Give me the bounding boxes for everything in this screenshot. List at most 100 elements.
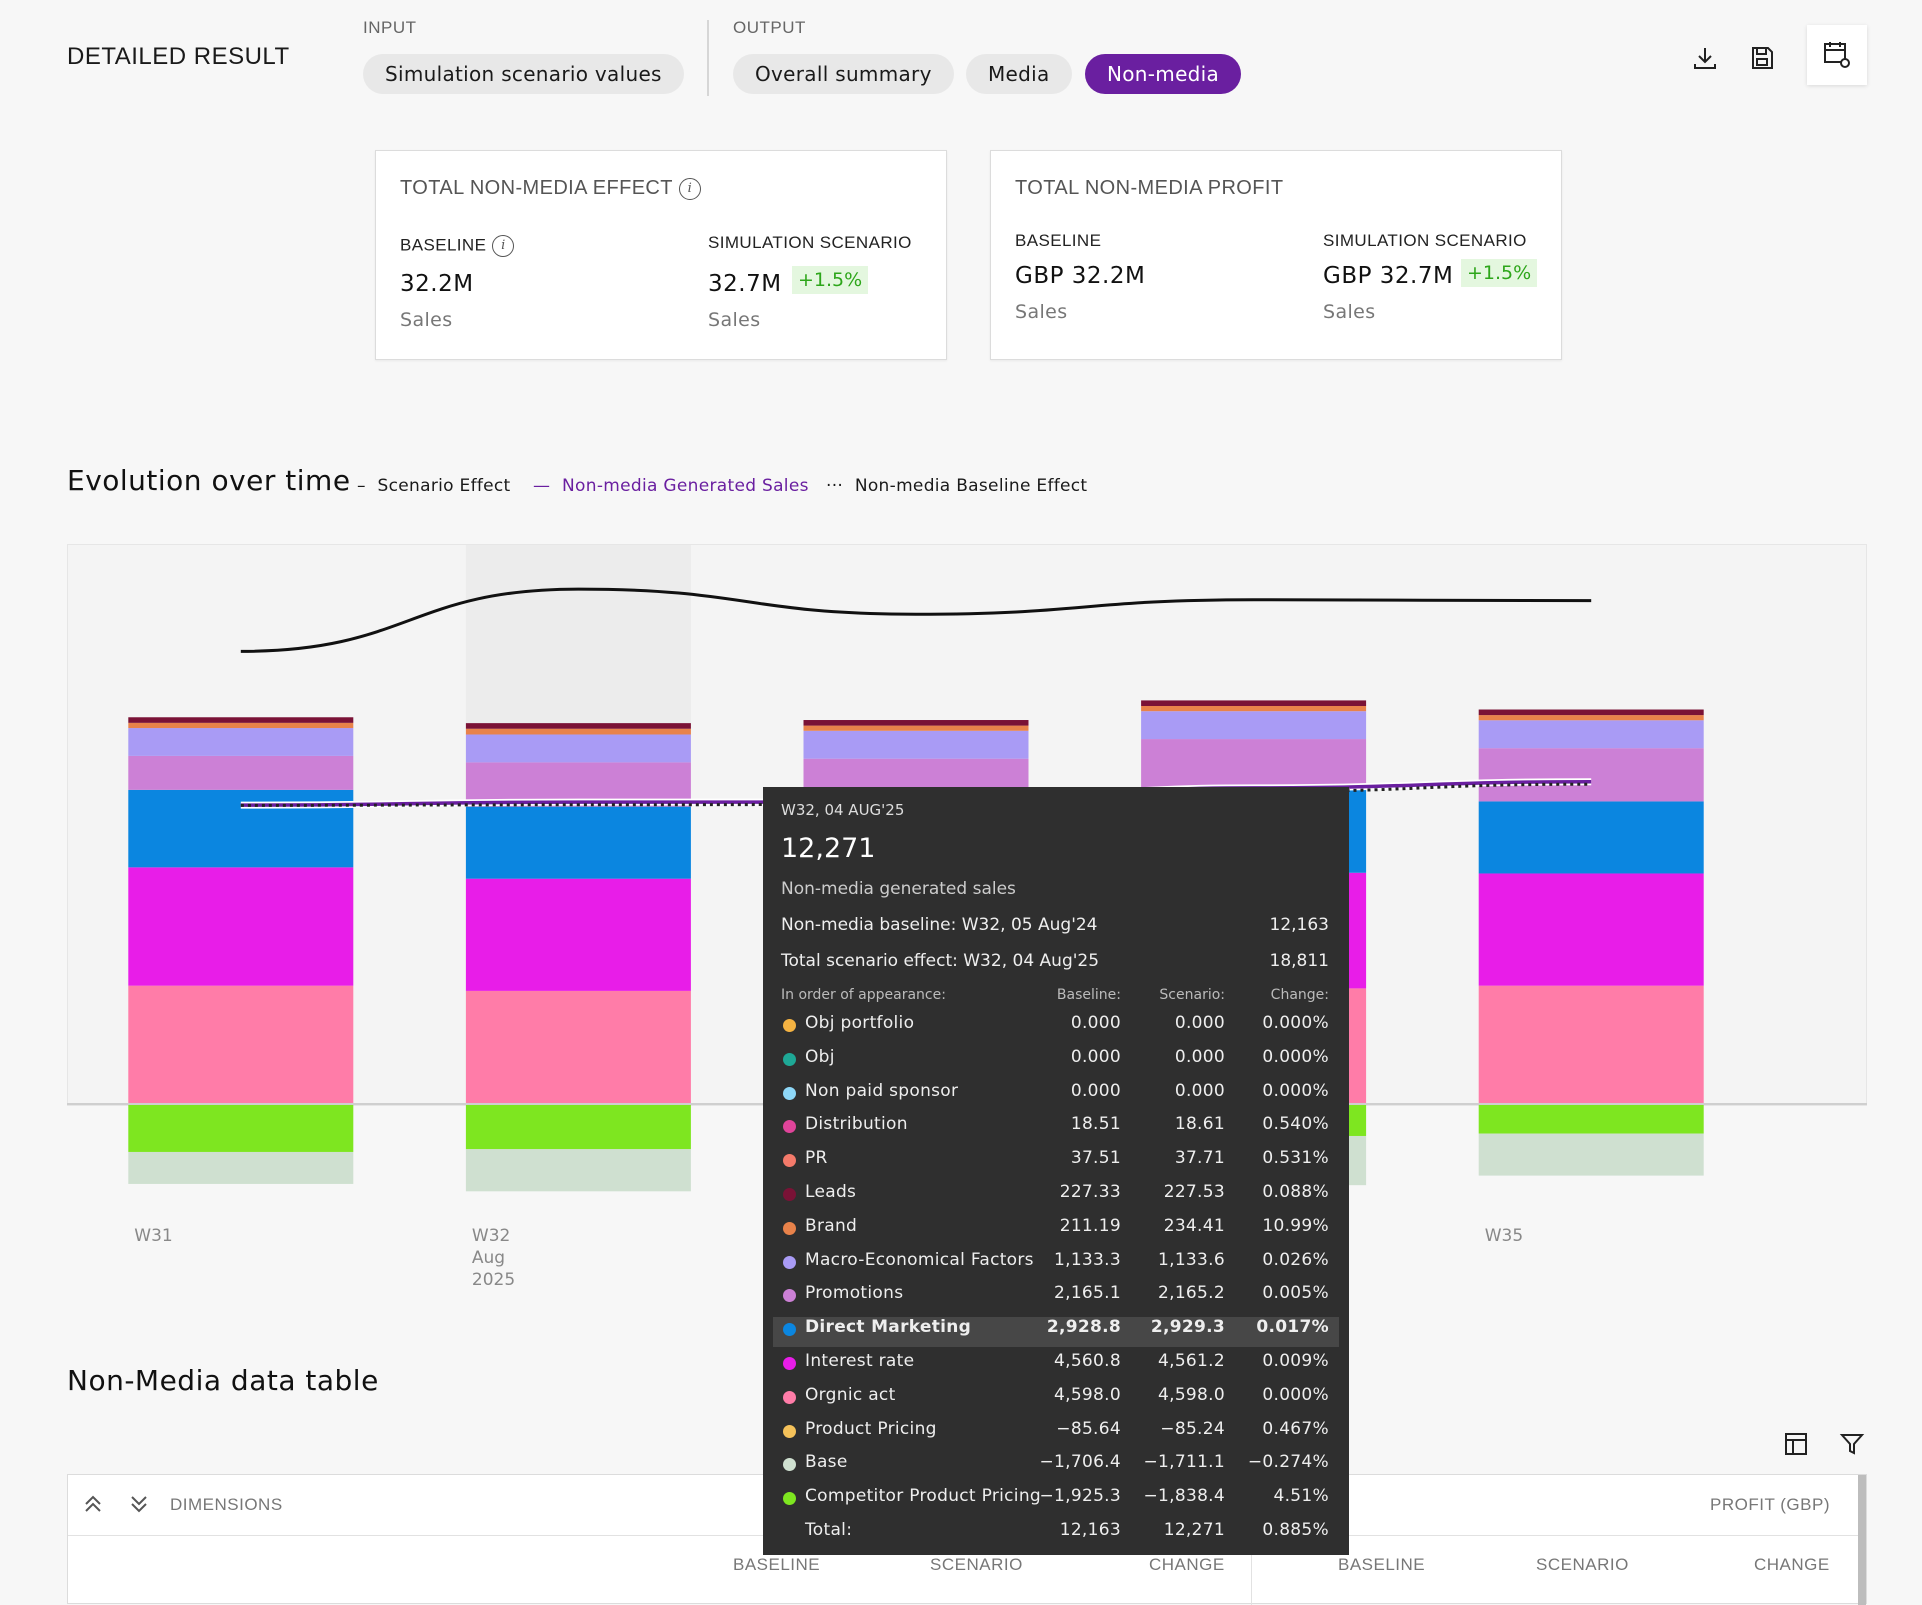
- legend-non-media-generated-sales[interactable]: — Non-media Generated Sales: [533, 476, 809, 496]
- tab-media[interactable]: Media: [966, 54, 1072, 94]
- collapse-all-icon[interactable]: [80, 1491, 106, 1521]
- bar-segment[interactable]: [128, 755, 354, 790]
- tooltip-row: Promotions 2,165.1 2,165.2 0.005%: [781, 1283, 1329, 1313]
- bar-segment[interactable]: [1141, 739, 1367, 789]
- series-change: 0.540%: [1262, 1114, 1329, 1135]
- info-icon[interactable]: i: [678, 177, 701, 200]
- tab-overall-summary[interactable]: Overall summary: [733, 54, 954, 94]
- tooltip-baseline-header: Baseline:: [1056, 987, 1121, 1003]
- tooltip-row: Distribution 18.51 18.61 0.540%: [781, 1114, 1329, 1144]
- legend-symbol: —: [533, 476, 551, 496]
- scenario-label: SIMULATION SCENARIO: [708, 233, 912, 252]
- tooltip-date: W32, 04 AUG'25: [781, 801, 905, 819]
- bar-segment[interactable]: [1478, 748, 1704, 802]
- bar-segment[interactable]: [465, 723, 691, 729]
- bar-segment[interactable]: [128, 1104, 354, 1152]
- non-media-baseline-effect-line[interactable]: [240, 782, 1592, 807]
- series-scenario: 4,598.0: [1158, 1384, 1225, 1405]
- series-name: Interest rate: [805, 1351, 915, 1371]
- tooltip-row: Product Pricing −85.64 −85.24 0.467%: [781, 1419, 1329, 1449]
- bar-segment[interactable]: [128, 867, 354, 986]
- bar-segment[interactable]: [1141, 711, 1367, 740]
- bar-segment[interactable]: [803, 725, 1029, 731]
- x-tick-label: W35: [1484, 1226, 1524, 1246]
- legend-non-media-baseline-effect[interactable]: ··· Non-media Baseline Effect: [826, 476, 1087, 496]
- bar-segment[interactable]: [128, 728, 354, 756]
- bar-segment[interactable]: [465, 1149, 691, 1192]
- col-change[interactable]: CHANGE: [1149, 1555, 1225, 1574]
- series-name: Direct Marketing: [805, 1317, 972, 1338]
- output-group-label: OUTPUT: [733, 18, 806, 37]
- col-change[interactable]: CHANGE: [1754, 1555, 1830, 1574]
- bar-segment[interactable]: [465, 734, 691, 763]
- info-icon[interactable]: i: [492, 235, 515, 257]
- tooltip-row: PR 37.51 37.71 0.531%: [781, 1148, 1329, 1178]
- bar-segment[interactable]: [465, 1104, 691, 1150]
- bar-segment[interactable]: [128, 985, 354, 1104]
- tooltip-row: Macro-Economical Factors 1,133.3 1,133.6 0.…: [781, 1250, 1329, 1280]
- column-divider: [1251, 1535, 1252, 1605]
- series-baseline: −1,925.3: [1039, 1486, 1121, 1507]
- tooltip-scenario-line-label: Total scenario effect: W32, 04 Aug'25: [781, 951, 1100, 971]
- series-dot: [783, 1289, 796, 1303]
- bar-segment[interactable]: [465, 878, 691, 991]
- bar-segment[interactable]: [1478, 720, 1704, 749]
- bar-segment[interactable]: [803, 730, 1029, 759]
- bar-segment[interactable]: [128, 1151, 354, 1184]
- series-baseline: 0.000: [1070, 1080, 1121, 1101]
- series-change: 0.467%: [1262, 1418, 1329, 1439]
- legend-scenario-effect[interactable]: – Scenario Effect: [357, 476, 511, 496]
- change-badge: +1.5%: [1461, 259, 1538, 287]
- bar-segment[interactable]: [128, 717, 354, 723]
- bar-segment[interactable]: [1478, 801, 1704, 874]
- x-tick-label: 2025: [471, 1270, 516, 1290]
- download-icon[interactable]: [1687, 40, 1723, 76]
- series-change: 0.009%: [1262, 1351, 1329, 1371]
- bar-segment[interactable]: [1478, 873, 1704, 986]
- scenario-effect-line[interactable]: [240, 587, 1592, 653]
- series-baseline: 18.51: [1070, 1114, 1121, 1135]
- tooltip-row: Base −1,706.4 −1,711.1 −0.274%: [781, 1452, 1329, 1482]
- card-title: TOTAL NON-MEDIA EFFECT: [400, 177, 673, 199]
- expand-all-icon[interactable]: [126, 1491, 152, 1521]
- table-layout-icon[interactable]: [1778, 1426, 1814, 1462]
- profit-header: PROFIT (GBP): [1710, 1495, 1830, 1514]
- col-scenario[interactable]: SCENARIO: [1536, 1555, 1629, 1574]
- bar-segment[interactable]: [1478, 985, 1704, 1104]
- series-baseline: −1,706.4: [1039, 1452, 1121, 1473]
- bar-segment[interactable]: [465, 806, 691, 879]
- series-dot: [783, 1390, 796, 1404]
- bar-segment[interactable]: [1478, 715, 1704, 721]
- bar-segment[interactable]: [465, 990, 691, 1104]
- x-tick-label: W31: [134, 1226, 173, 1246]
- col-baseline[interactable]: BASELINE: [733, 1555, 821, 1574]
- legend-label: Non-media Generated Sales: [562, 476, 809, 496]
- tooltip-scenario-line-value: 18,811: [1269, 951, 1329, 971]
- filter-icon[interactable]: [1834, 1426, 1870, 1462]
- bar-segment[interactable]: [1141, 705, 1367, 712]
- bar-segment[interactable]: [803, 720, 1029, 726]
- save-icon[interactable]: [1744, 40, 1780, 76]
- series-dot: [783, 1188, 796, 1201]
- tooltip-value-label: Non-media generated sales: [781, 879, 1016, 899]
- baseline-label: BASELINE: [400, 235, 487, 255]
- tab-simulation-scenario-values[interactable]: Simulation scenario values: [363, 54, 684, 94]
- tooltip-row: Obj portfolio 0.000 0.000 0.000%: [781, 1013, 1329, 1043]
- bar-segment[interactable]: [1478, 1133, 1704, 1176]
- card-total-non-media-profit: TOTAL NON-MEDIA PROFIT BASELINE GBP 32.2…: [990, 150, 1562, 360]
- bar-segment[interactable]: [465, 728, 691, 735]
- series-name: PR: [805, 1148, 828, 1169]
- col-baseline[interactable]: BASELINE: [1338, 1555, 1426, 1574]
- bar-segment[interactable]: [1141, 700, 1367, 706]
- calendar-settings-icon[interactable]: [1807, 25, 1867, 85]
- series-change: 0.026%: [1262, 1249, 1329, 1270]
- series-name: Leads: [805, 1182, 857, 1202]
- vertical-scrollbar[interactable]: [1858, 1475, 1866, 1605]
- tab-non-media[interactable]: Non-media: [1085, 54, 1242, 94]
- col-scenario[interactable]: SCENARIO: [930, 1555, 1023, 1574]
- series-change: 0.017%: [1256, 1317, 1329, 1338]
- bar-segment[interactable]: [1478, 1104, 1704, 1134]
- bar-segment[interactable]: [1478, 709, 1704, 716]
- bar-segment[interactable]: [128, 722, 354, 729]
- total-scenario: 12,271: [1163, 1520, 1225, 1540]
